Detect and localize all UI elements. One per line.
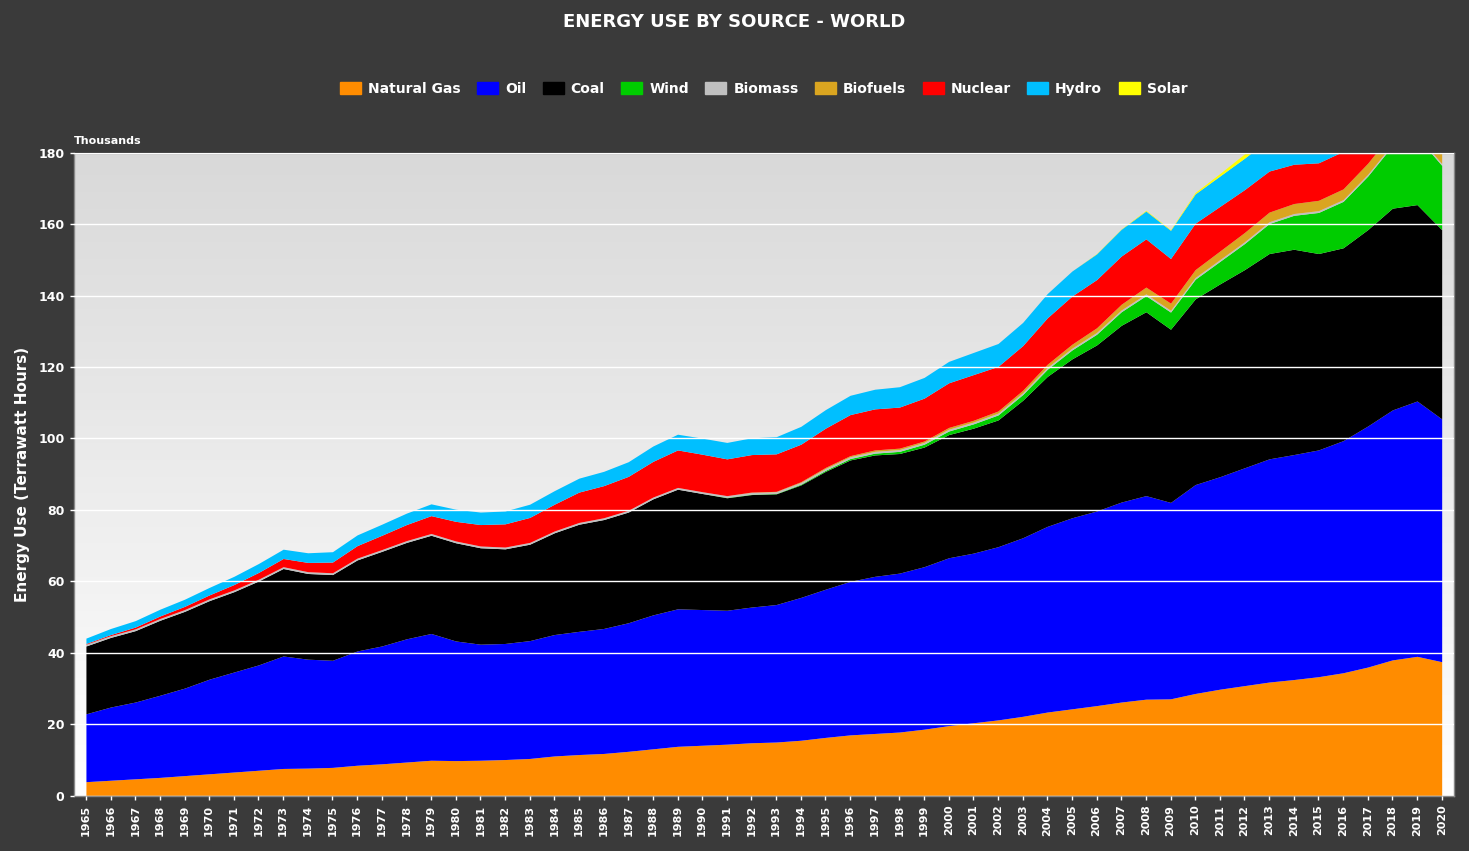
Legend: Natural Gas, Oil, Coal, Wind, Biomass, Biofuels, Nuclear, Hydro, Solar: Natural Gas, Oil, Coal, Wind, Biomass, B…: [335, 77, 1193, 101]
Text: Thousands: Thousands: [73, 136, 141, 146]
Y-axis label: Energy Use (Terrawatt Hours): Energy Use (Terrawatt Hours): [15, 346, 29, 602]
Text: ENERGY USE BY SOURCE - WORLD: ENERGY USE BY SOURCE - WORLD: [563, 13, 906, 31]
